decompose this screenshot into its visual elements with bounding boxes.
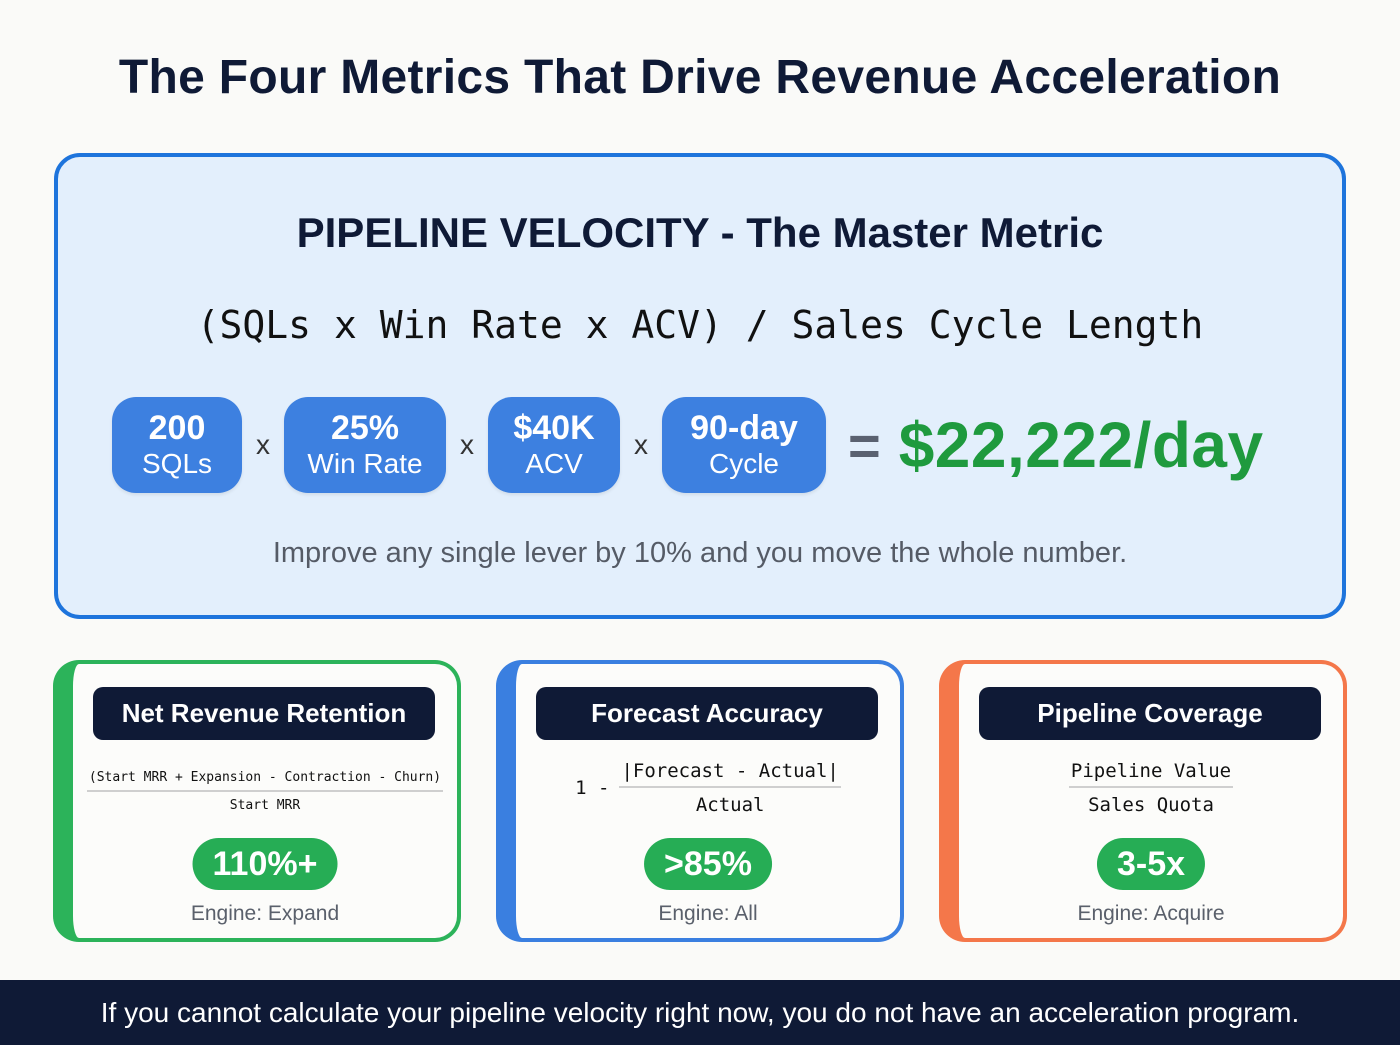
- metric-card-forecast-accuracy: Forecast Accuracy 1 - |Forecast - Actual…: [496, 660, 904, 942]
- factor-value: 25%: [330, 409, 400, 447]
- footer-text: If you cannot calculate your pipeline ve…: [100, 996, 1300, 1028]
- card-title: Pipeline Coverage: [979, 687, 1321, 740]
- formula-fraction: Pipeline Value Sales Quota: [959, 760, 1343, 816]
- fraction-prefix: 1 -: [575, 777, 610, 799]
- card-title: Forecast Accuracy: [536, 687, 878, 740]
- fraction-denominator: Actual: [695, 794, 765, 816]
- metric-card-net-revenue-retention: Net Revenue Retention (Start MRR + Expan…: [53, 660, 461, 942]
- velocity-title: PIPELINE VELOCITY - The Master Metric: [296, 209, 1104, 256]
- fraction-numerator: (Start MRR + Expansion - Contraction - C…: [86, 770, 444, 792]
- metric-card-pipeline-coverage: Pipeline Coverage Pipeline Value Sales Q…: [939, 660, 1347, 942]
- fraction-denominator: Start MRR: [229, 798, 301, 813]
- velocity-formula: (SQLs x Win Rate x ACV) / Sales Cycle Le…: [196, 303, 1204, 347]
- multiply-operator: x: [634, 429, 648, 460]
- velocity-result: $22,222/day: [898, 409, 1264, 481]
- multiply-operator: x: [256, 429, 270, 460]
- fraction-body: |Forecast - Actual| Actual: [619, 760, 841, 816]
- fraction-body: Pipeline Value Sales Quota: [1068, 760, 1234, 816]
- factor-value: $40K: [513, 409, 595, 447]
- engine-label: Engine: All: [658, 902, 758, 925]
- factor-label: ACV: [525, 448, 583, 479]
- factor-chip-sqls: 200 SQLs: [112, 397, 242, 493]
- engine-label: Engine: Expand: [190, 902, 340, 925]
- pipeline-velocity-panel: PIPELINE VELOCITY - The Master Metric (S…: [54, 153, 1346, 619]
- fraction-numerator: |Forecast - Actual|: [619, 760, 841, 788]
- factor-chip-cycle: 90-day Cycle: [662, 397, 826, 493]
- factor-label: Win Rate: [307, 448, 423, 479]
- factor-value: 90-day: [690, 409, 798, 447]
- factor-label: Cycle: [708, 448, 779, 479]
- factor-chip-acv: $40K ACV: [488, 397, 620, 493]
- velocity-note: Improve any single lever by 10% and you …: [272, 537, 1128, 569]
- formula-fraction: 1 - |Forecast - Actual| Actual: [516, 760, 900, 816]
- factor-chip-win-rate: 25% Win Rate: [284, 397, 446, 493]
- factor-value: 200: [148, 409, 206, 447]
- velocity-factor-row: 200 SQLs x 25% Win Rate x $40K ACV x 90-…: [112, 397, 1264, 493]
- engine-label: Engine: Acquire: [1077, 902, 1225, 925]
- card-title: Net Revenue Retention: [93, 687, 435, 740]
- factor-label: SQLs: [141, 448, 213, 479]
- formula-fraction: (Start MRR + Expansion - Contraction - C…: [73, 770, 457, 813]
- target-badge: >85%: [644, 838, 772, 890]
- target-badge: 110%+: [192, 838, 338, 890]
- fraction-body: (Start MRR + Expansion - Contraction - C…: [86, 770, 444, 813]
- fraction-numerator: Pipeline Value: [1068, 760, 1234, 788]
- multiply-operator: x: [460, 429, 474, 460]
- equals-operator: =: [848, 413, 881, 477]
- fraction-denominator: Sales Quota: [1088, 794, 1214, 816]
- footer-callout: If you cannot calculate your pipeline ve…: [0, 980, 1400, 1045]
- target-badge: 3-5x: [1096, 838, 1206, 890]
- page-title: The Four Metrics That Drive Revenue Acce…: [118, 51, 1282, 104]
